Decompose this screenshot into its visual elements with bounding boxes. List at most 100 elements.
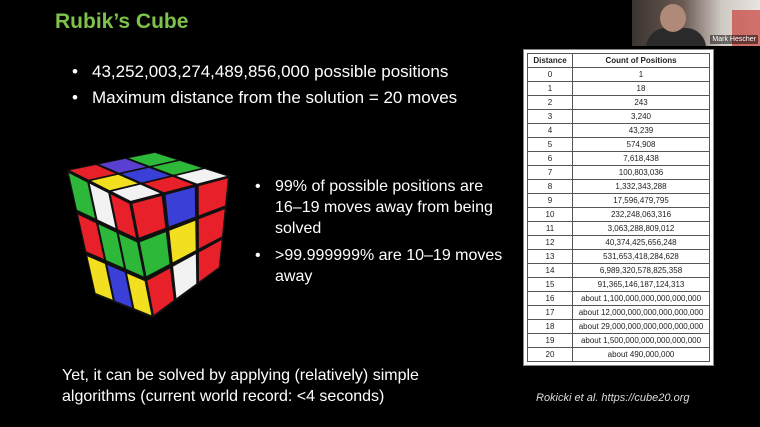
left-sticker (89, 183, 116, 229)
distance-cell: 10 (527, 207, 573, 222)
distance-cell: 17 (527, 305, 573, 320)
distance-cell: 0 (527, 67, 573, 82)
count-cell: 1 (572, 67, 710, 82)
webcam-thumbnail[interactable]: Mark Hescher (632, 0, 760, 46)
person-body (646, 28, 706, 46)
header-distance: Distance (527, 53, 573, 68)
table-row: 8 1,332,343,288 (527, 179, 710, 194)
header-count: Count of Positions (572, 53, 710, 68)
count-cell: about 1,500,000,000,000,000,000 (572, 333, 710, 348)
right-sticker (147, 268, 174, 315)
left-sticker (127, 273, 152, 316)
distance-cell: 11 (527, 221, 573, 236)
left-sticker (98, 224, 124, 268)
table-row: 14 6,989,320,578,825,358 (527, 263, 710, 278)
bullet-10-19: >99.999999% are 10–19 moves away (255, 245, 505, 287)
table-row: 18 about 29,000,000,000,000,000,000 (527, 319, 710, 334)
count-cell: about 490,000,000 (572, 347, 710, 362)
side-bullets: 99% of possible positions are 16–19 move… (255, 176, 505, 293)
top-sticker (144, 176, 194, 193)
top-sticker (176, 168, 227, 184)
left-sticker (68, 173, 96, 219)
count-cell: 43,239 (572, 123, 710, 138)
count-cell: 531,653,418,284,628 (572, 249, 710, 264)
right-sticker (165, 187, 196, 227)
bullet-max-distance: Maximum distance from the solution = 20 … (72, 85, 512, 111)
person-head (660, 4, 686, 32)
left-sticker (118, 233, 144, 277)
distance-cell: 9 (527, 193, 573, 208)
top-sticker (121, 167, 170, 183)
distance-table: Distance Count of Positions 0 1 1 18 2 243 3 3,… (524, 50, 713, 365)
count-cell: 91,365,146,187,124,313 (572, 277, 710, 292)
count-cell: about 12,000,000,000,000,000,000 (572, 305, 710, 320)
table-row: 12 40,374,425,656,248 (527, 235, 710, 250)
table-row: 19 about 1,500,000,000,000,000,000 (527, 333, 710, 348)
count-cell: 574,908 (572, 137, 710, 152)
participant-name: Mark Hescher (710, 35, 758, 44)
count-cell: 17,596,479,795 (572, 193, 710, 208)
table-row: 13 531,653,418,284,628 (527, 249, 710, 264)
top-sticker (99, 158, 147, 173)
count-cell: 6,989,320,578,825,358 (572, 263, 710, 278)
top-sticker (128, 152, 177, 166)
citation: Rokicki et al. https://cube20.org (536, 392, 690, 404)
distance-cell: 19 (527, 333, 573, 348)
distance-cell: 6 (527, 151, 573, 166)
rubiks-cube-image (67, 152, 230, 318)
bullet-99-percent: 99% of possible positions are 16–19 move… (255, 176, 505, 239)
count-cell: 243 (572, 95, 710, 110)
distance-cell: 3 (527, 109, 573, 124)
table-row: 10 232,248,063,316 (527, 207, 710, 222)
count-cell: 40,374,425,656,248 (572, 235, 710, 250)
count-cell: 3,063,288,809,012 (572, 221, 710, 236)
slide-title: Rubik’s Cube (55, 10, 189, 33)
table-row: 15 91,365,146,187,124,313 (527, 277, 710, 292)
right-sticker (198, 240, 222, 282)
count-cell: 1,332,343,288 (572, 179, 710, 194)
distance-cell: 18 (527, 319, 573, 334)
right-sticker (139, 232, 170, 277)
distance-cell: 13 (527, 249, 573, 264)
table-row: 11 3,063,288,809,012 (527, 221, 710, 236)
left-sticker (107, 264, 133, 308)
count-cell: 100,803,036 (572, 165, 710, 180)
table-row: 7 100,803,036 (527, 165, 710, 180)
right-sticker (173, 254, 197, 299)
distance-cell: 8 (527, 179, 573, 194)
distance-cell: 7 (527, 165, 573, 180)
distance-cell: 1 (527, 81, 573, 96)
table-row: 3 3,240 (527, 109, 710, 124)
main-bullets: 43,252,003,274,489,856,000 possible posi… (72, 59, 512, 111)
table-row: 2 243 (527, 95, 710, 110)
top-sticker (112, 184, 160, 201)
distance-cell: 15 (527, 277, 573, 292)
top-sticker (70, 164, 116, 180)
left-sticker (110, 194, 136, 238)
distance-cell: 12 (527, 235, 573, 250)
right-sticker (198, 178, 228, 216)
left-sticker (87, 256, 113, 300)
table-row: 20 about 490,000,000 (527, 347, 710, 362)
table-row: 5 574,908 (527, 137, 710, 152)
distance-cell: 4 (527, 123, 573, 138)
right-sticker (198, 209, 225, 249)
bottom-text: Yet, it can be solved by applying (relat… (62, 367, 419, 405)
distance-cell: 2 (527, 95, 573, 110)
left-sticker (78, 214, 104, 260)
right-sticker (132, 196, 166, 238)
distance-cell: 20 (527, 347, 573, 362)
count-cell: 7,618,438 (572, 151, 710, 166)
distance-cell: 14 (527, 263, 573, 278)
count-cell: about 29,000,000,000,000,000,000 (572, 319, 710, 334)
count-cell: 232,248,063,316 (572, 207, 710, 222)
table-row: 6 7,618,438 (527, 151, 710, 166)
bullet-positions: 43,252,003,274,489,856,000 possible posi… (72, 59, 512, 85)
table-row: 17 about 12,000,000,000,000,000,000 (527, 305, 710, 320)
right-sticker (169, 220, 196, 263)
top-sticker (91, 174, 138, 191)
distance-cell: 5 (527, 137, 573, 152)
count-cell: 18 (572, 81, 710, 96)
table-row: 16 about 1,100,000,000,000,000,000 (527, 291, 710, 306)
